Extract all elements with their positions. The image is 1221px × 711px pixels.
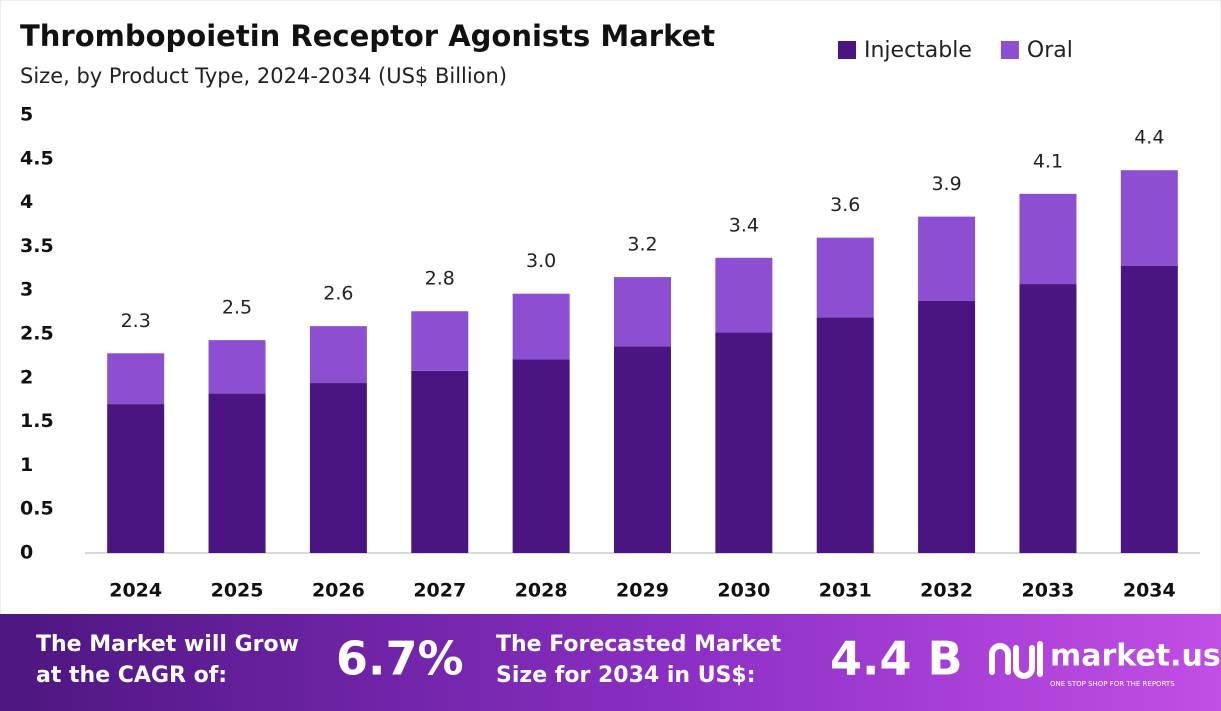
bar-segment <box>614 277 671 347</box>
bar-segment <box>816 317 874 553</box>
legend-swatch <box>1000 41 1019 59</box>
chart-subtitle: Size, by Product Type, 2024-2034 (US$ Bi… <box>20 64 507 88</box>
bar-segment <box>1019 284 1077 553</box>
bar-segment <box>309 383 367 553</box>
y-tick-label: 3.5 <box>20 235 54 257</box>
footer-text: The Forecasted Market <box>496 632 782 657</box>
legend-label: Oral <box>1027 38 1073 63</box>
bar-segment <box>614 346 671 553</box>
forecast-value: 4.4 B <box>830 632 963 686</box>
x-tick-label: 2026 <box>312 580 365 602</box>
x-tick-label: 2025 <box>211 580 264 602</box>
x-tick-label: 2024 <box>109 580 162 602</box>
x-tick-label: 2030 <box>717 580 770 602</box>
y-tick-label: 2.5 <box>20 323 54 345</box>
legend-swatch <box>838 41 856 59</box>
bar-segment <box>816 237 874 318</box>
bar-segment <box>309 326 367 384</box>
legend: Injectable Oral <box>838 38 1073 63</box>
y-tick-label: 4 <box>20 191 33 213</box>
x-tick-label: 2033 <box>1022 580 1075 602</box>
y-tick-label: 5 <box>20 104 33 126</box>
bar-segment <box>1120 265 1178 553</box>
x-tick-label: 2029 <box>616 580 669 602</box>
footer-text: The Market will Grow <box>36 632 299 657</box>
total-label: 4.1 <box>1033 150 1063 172</box>
bar-segment <box>208 393 266 553</box>
y-tick-label: 4.5 <box>20 147 54 169</box>
y-tick-label: 2 <box>20 366 33 388</box>
y-tick-label: 1 <box>20 454 33 476</box>
x-tick-label: 2028 <box>515 580 568 602</box>
bar-segment <box>918 300 976 553</box>
bar-segment <box>411 370 469 553</box>
bar-segment <box>715 332 773 553</box>
y-tick-label: 3 <box>20 279 33 301</box>
bar-segment <box>512 293 570 360</box>
x-tick-label: 2032 <box>920 580 973 602</box>
total-label: 3.0 <box>526 250 556 272</box>
bar-segment <box>918 216 976 301</box>
y-tick-label: 0.5 <box>20 498 54 520</box>
total-label: 3.4 <box>729 214 759 236</box>
footer-text: at the CAGR of: <box>36 663 227 688</box>
total-label: 2.3 <box>121 310 151 332</box>
total-label: 2.6 <box>323 283 353 305</box>
bar-segment <box>107 353 165 405</box>
x-tick-label: 2027 <box>413 580 466 602</box>
bar-segment <box>1019 193 1077 285</box>
bar-segment <box>107 404 165 553</box>
total-label: 3.9 <box>931 173 961 195</box>
bar-segment <box>512 359 570 553</box>
total-label: 3.2 <box>627 234 657 256</box>
bar-segment <box>1120 170 1178 266</box>
x-tick-label: 2031 <box>819 580 872 602</box>
logo-icon <box>989 641 1043 679</box>
total-label: 2.8 <box>425 268 455 290</box>
logo-tagline: ONE STOP SHOP FOR THE REPORTS <box>1050 680 1175 688</box>
total-label: 3.6 <box>830 194 860 216</box>
cagr-value: 6.7% <box>336 632 464 686</box>
bar-segment <box>715 257 773 333</box>
chart-title: Thrombopoietin Receptor Agonists Market <box>20 19 715 53</box>
footer-text: Size for 2034 in US$: <box>496 663 756 688</box>
total-label: 4.4 <box>1134 127 1164 149</box>
bar-segment <box>208 340 266 394</box>
y-tick-label: 1.5 <box>20 410 54 432</box>
bar-segment <box>411 311 469 371</box>
logo-text: market.us <box>1050 639 1221 674</box>
legend-label: Injectable <box>864 38 972 63</box>
total-label: 2.5 <box>222 297 252 319</box>
x-tick-label: 2034 <box>1123 580 1176 602</box>
y-tick-label: 0 <box>20 542 33 564</box>
